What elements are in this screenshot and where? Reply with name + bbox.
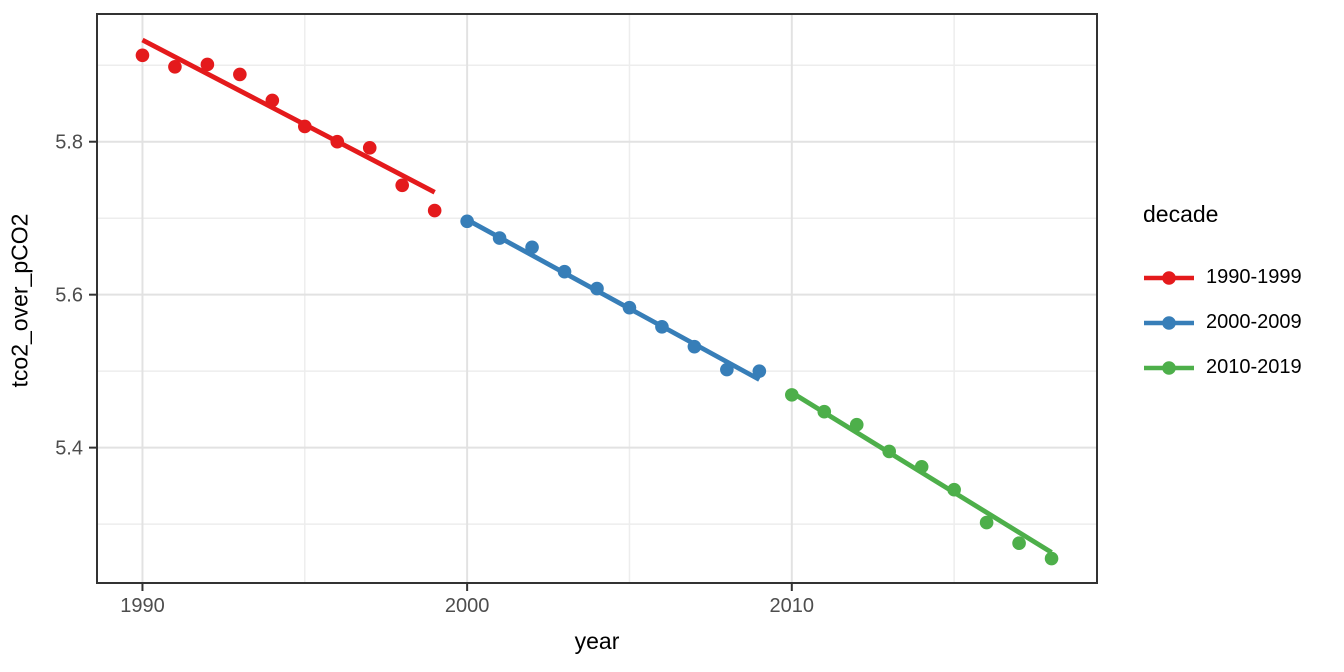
series-1990-1999 — [135, 37, 442, 218]
legend-item-label: 2000-2009 — [1206, 311, 1302, 333]
panel-border — [96, 13, 1098, 584]
data-point — [233, 67, 247, 82]
y-tick-label: 5.8 — [55, 132, 83, 154]
legend-key-icon — [1144, 270, 1194, 285]
y-axis-title: tco2_over_pCO2 — [6, 213, 33, 388]
legend-item: 1990-1999 — [1143, 255, 1343, 300]
data-point — [979, 515, 994, 530]
series-2010-2019 — [785, 388, 1059, 566]
legend-items: 1990-1999 2000-2009 2010-2019 — [1143, 255, 1343, 390]
y-tick-label: 5.6 — [55, 285, 83, 307]
legend: decade 1990-1999 2000-2009 2010-2019 — [1143, 201, 1343, 390]
data-point — [752, 364, 767, 378]
data-point — [1012, 536, 1026, 551]
data-point — [135, 48, 150, 63]
x-tick-label: 1990 — [120, 595, 165, 617]
y-tick-label: 5.4 — [55, 438, 83, 460]
legend-key-icon — [1144, 360, 1194, 375]
legend-item: 2000-2009 — [1143, 300, 1343, 345]
legend-item-label: 1990-1999 — [1206, 266, 1302, 288]
data-point — [362, 141, 377, 155]
data-point — [168, 59, 182, 74]
x-tick-label: 2000 — [445, 595, 490, 617]
panel-background — [97, 14, 1097, 583]
legend-key-icon — [1144, 315, 1194, 330]
trend-line — [141, 37, 436, 195]
legend-item-label: 2010-2019 — [1206, 356, 1302, 378]
series-2000-2009 — [460, 214, 767, 382]
legend-title: decade — [1143, 201, 1219, 227]
data-point — [1044, 551, 1059, 566]
x-axis-title: year — [574, 628, 620, 654]
data-point — [395, 178, 409, 193]
x-tick-label: 2010 — [770, 595, 815, 617]
legend-item: 2010-2019 — [1143, 345, 1343, 390]
data-point — [427, 203, 442, 218]
data-point — [200, 57, 215, 72]
trend-line — [790, 390, 1053, 555]
trend-line — [465, 217, 761, 382]
